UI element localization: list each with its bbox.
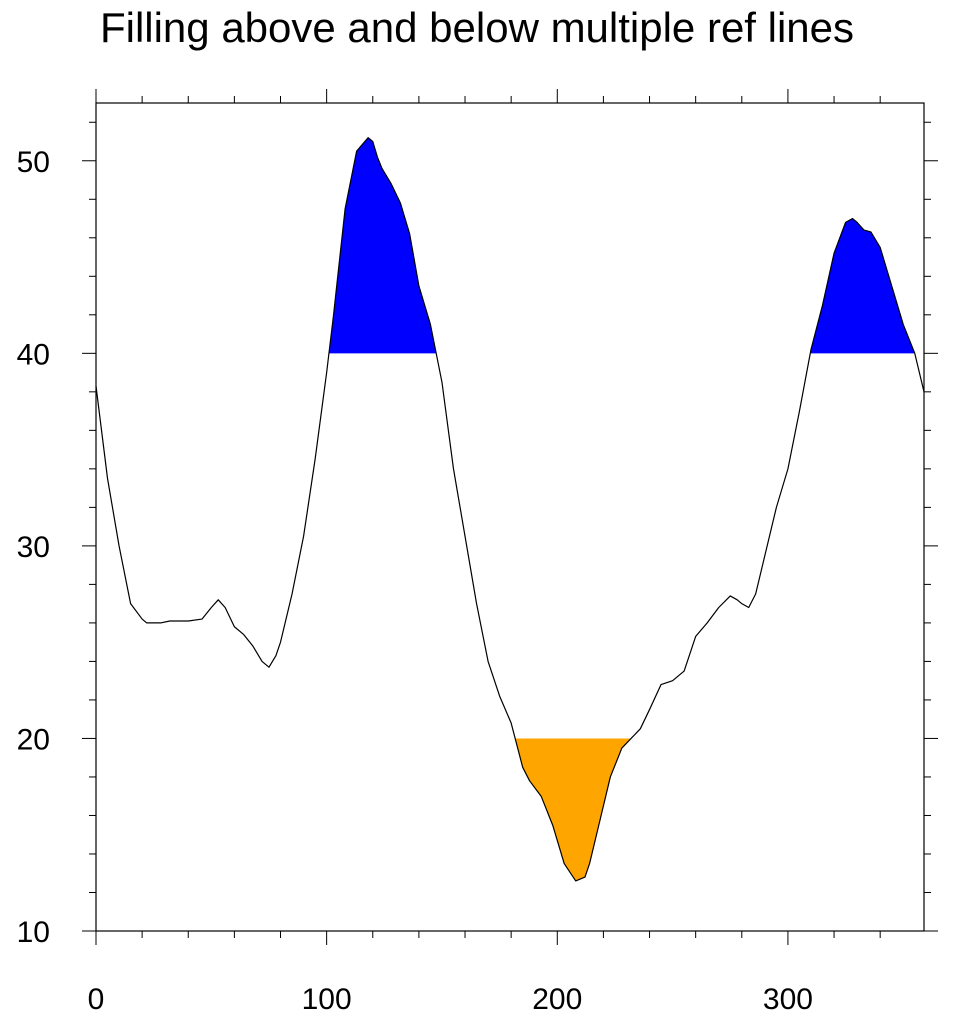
tick-labels: 0 100 200 300 10 20 30 40 50: [17, 146, 813, 1016]
y-tick-label: 50: [17, 146, 50, 179]
fill-above-40-region-2: [810, 218, 915, 354]
series-line: [95, 137, 925, 882]
x-tick-label: 300: [763, 983, 813, 1016]
x-tick-label: 0: [88, 983, 105, 1016]
y-tick-label: 30: [17, 531, 50, 564]
y-tick-label: 20: [17, 723, 50, 756]
series-lines: [95, 137, 925, 882]
x-tick-label: 100: [302, 983, 352, 1016]
fill-above-40-region-1: [328, 137, 437, 354]
x-tick-label: 200: [532, 983, 582, 1016]
plot-frame: [95, 102, 925, 932]
chart-title: Filling above and below multiple ref lin…: [99, 4, 855, 51]
y-tick-label: 10: [17, 916, 50, 949]
ref-line-fills: [328, 137, 915, 881]
fill-below-20-region-1: [515, 738, 632, 881]
axis-ticks: [82, 89, 938, 945]
y-tick-label: 40: [17, 338, 50, 371]
